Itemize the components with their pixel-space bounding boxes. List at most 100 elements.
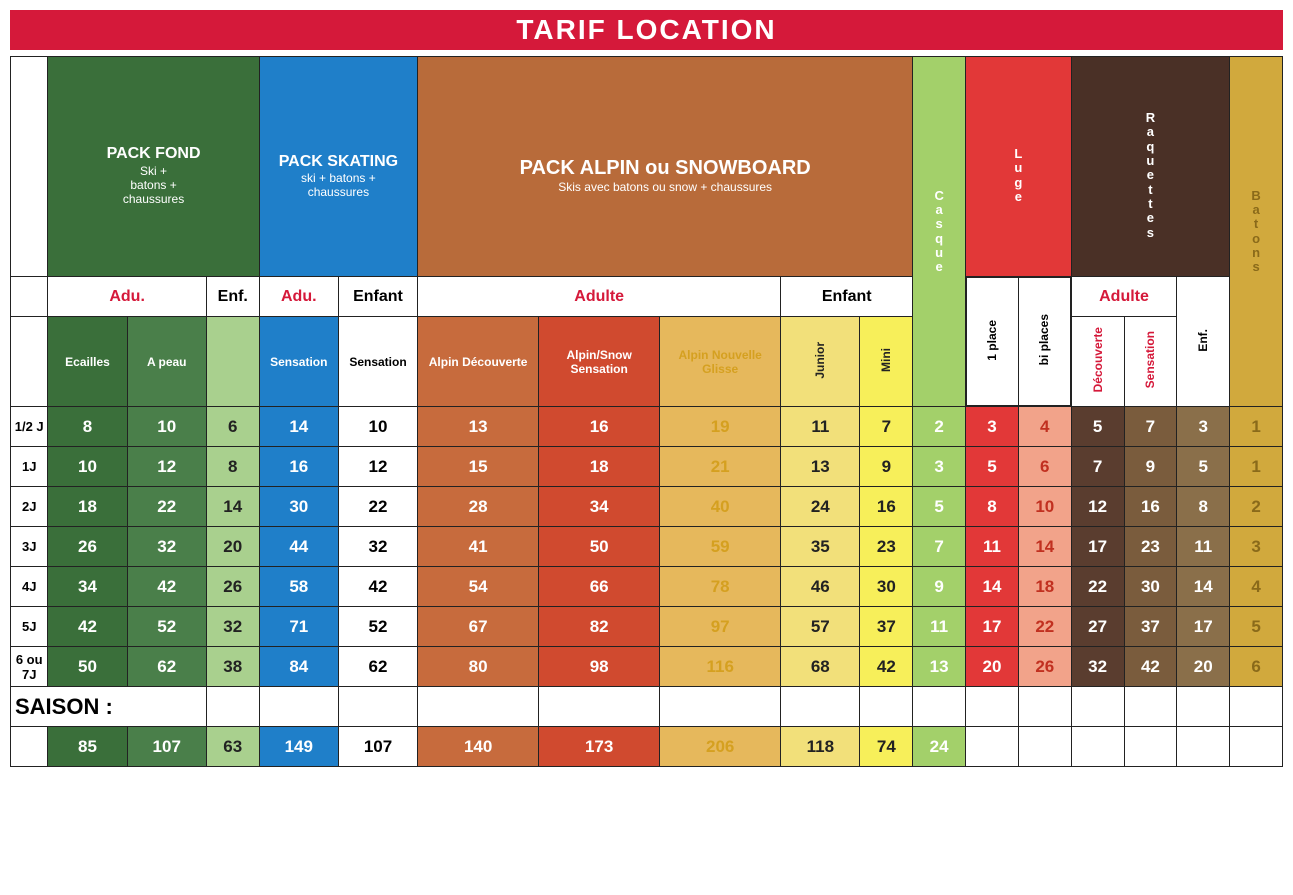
blank-cell bbox=[781, 687, 860, 727]
price-cell: 68 bbox=[781, 647, 860, 687]
price-cell: 17 bbox=[1177, 607, 1230, 647]
price-cell: 34 bbox=[539, 487, 660, 527]
price-cell: 97 bbox=[660, 607, 781, 647]
price-cell: 2 bbox=[913, 407, 966, 447]
row-label: 4J bbox=[11, 567, 48, 607]
hdr-raquettes: Raquettes bbox=[1071, 57, 1229, 277]
price-cell: 62 bbox=[127, 647, 206, 687]
price-cell: 23 bbox=[860, 527, 913, 567]
sub-raq-adu: Adulte bbox=[1071, 277, 1177, 317]
blank-cell bbox=[1177, 687, 1230, 727]
sub-junior: Junior bbox=[781, 317, 860, 407]
price-cell: 12 bbox=[127, 447, 206, 487]
saison-cell: 149 bbox=[259, 727, 338, 767]
price-cell: 13 bbox=[418, 407, 539, 447]
saison-cell bbox=[966, 727, 1019, 767]
saison-label: SAISON : bbox=[11, 687, 207, 727]
hdr-batons: Batons bbox=[1230, 57, 1283, 407]
price-cell: 30 bbox=[860, 567, 913, 607]
hdr-alpin: PACK ALPIN ou SNOWBOARD Skis avec batons… bbox=[418, 57, 913, 277]
blank-cell bbox=[1018, 687, 1071, 727]
price-cell: 52 bbox=[338, 607, 417, 647]
price-cell: 42 bbox=[860, 647, 913, 687]
price-cell: 24 bbox=[781, 487, 860, 527]
price-cell: 8 bbox=[966, 487, 1019, 527]
sub-fond-blank bbox=[206, 317, 259, 407]
saison-cell bbox=[1018, 727, 1071, 767]
price-cell: 10 bbox=[338, 407, 417, 447]
price-cell: 5 bbox=[1071, 407, 1124, 447]
price-cell: 22 bbox=[127, 487, 206, 527]
saison-cell: 107 bbox=[127, 727, 206, 767]
price-cell: 46 bbox=[781, 567, 860, 607]
blank-cell bbox=[860, 687, 913, 727]
price-cell: 3 bbox=[966, 407, 1019, 447]
sub-biplace: bi places bbox=[1037, 314, 1051, 365]
price-cell: 22 bbox=[338, 487, 417, 527]
price-cell: 62 bbox=[338, 647, 417, 687]
blank-cell bbox=[418, 687, 539, 727]
spacer bbox=[11, 727, 48, 767]
price-cell: 54 bbox=[418, 567, 539, 607]
price-cell: 9 bbox=[860, 447, 913, 487]
price-cell: 5 bbox=[913, 487, 966, 527]
price-cell: 11 bbox=[781, 407, 860, 447]
sub-alpin-dec: Alpin Découverte bbox=[418, 317, 539, 407]
blank-cell bbox=[1071, 687, 1124, 727]
price-cell: 13 bbox=[781, 447, 860, 487]
price-cell: 27 bbox=[1071, 607, 1124, 647]
price-cell: 10 bbox=[127, 407, 206, 447]
price-cell: 3 bbox=[1177, 407, 1230, 447]
price-cell: 80 bbox=[418, 647, 539, 687]
price-cell: 52 bbox=[127, 607, 206, 647]
price-cell: 57 bbox=[781, 607, 860, 647]
hdr-luge: Luge bbox=[966, 57, 1072, 277]
price-cell: 44 bbox=[259, 527, 338, 567]
price-cell: 59 bbox=[660, 527, 781, 567]
price-cell: 37 bbox=[1124, 607, 1177, 647]
sub-ecailles: Ecailles bbox=[48, 317, 127, 407]
row-label: 1J bbox=[11, 447, 48, 487]
price-cell: 12 bbox=[338, 447, 417, 487]
price-cell: 20 bbox=[206, 527, 259, 567]
price-cell: 22 bbox=[1018, 607, 1071, 647]
blank-cell bbox=[660, 687, 781, 727]
price-cell: 50 bbox=[539, 527, 660, 567]
price-cell: 82 bbox=[539, 607, 660, 647]
price-cell: 5 bbox=[1230, 607, 1283, 647]
saison-cell: 24 bbox=[913, 727, 966, 767]
corner bbox=[11, 57, 48, 277]
price-cell: 8 bbox=[48, 407, 127, 447]
sub-alpin-enf: Enfant bbox=[781, 277, 913, 317]
price-cell: 20 bbox=[966, 647, 1019, 687]
sub-fond-adu: Adu. bbox=[48, 277, 206, 317]
price-cell: 42 bbox=[338, 567, 417, 607]
price-cell: 30 bbox=[259, 487, 338, 527]
price-cell: 6 bbox=[1230, 647, 1283, 687]
sub-fond-enf: Enf. bbox=[206, 277, 259, 317]
price-cell: 34 bbox=[48, 567, 127, 607]
price-cell: 20 bbox=[1177, 647, 1230, 687]
price-cell: 58 bbox=[259, 567, 338, 607]
price-cell: 35 bbox=[781, 527, 860, 567]
price-cell: 26 bbox=[48, 527, 127, 567]
price-cell: 5 bbox=[1177, 447, 1230, 487]
price-cell: 28 bbox=[418, 487, 539, 527]
saison-cell: 63 bbox=[206, 727, 259, 767]
price-cell: 14 bbox=[966, 567, 1019, 607]
sub-skate-adu: Adu. bbox=[259, 277, 338, 317]
sub-mini: Mini bbox=[860, 317, 913, 407]
hdr-skating: PACK SKATING ski + batons +chaussures bbox=[259, 57, 417, 277]
sub-raq-dec: Découverte bbox=[1071, 317, 1124, 407]
price-cell: 13 bbox=[913, 647, 966, 687]
price-cell: 1 bbox=[1230, 407, 1283, 447]
price-cell: 16 bbox=[1124, 487, 1177, 527]
saison-cell bbox=[1177, 727, 1230, 767]
price-cell: 14 bbox=[1018, 527, 1071, 567]
price-cell: 14 bbox=[259, 407, 338, 447]
hdr-fond: PACK FOND Ski +batons +chaussures bbox=[48, 57, 259, 277]
sub-luge-wrap: 1 place bi places bbox=[966, 277, 1072, 407]
price-cell: 32 bbox=[1071, 647, 1124, 687]
sub-alpin-ng: Alpin Nouvelle Glisse bbox=[660, 317, 781, 407]
price-cell: 11 bbox=[966, 527, 1019, 567]
